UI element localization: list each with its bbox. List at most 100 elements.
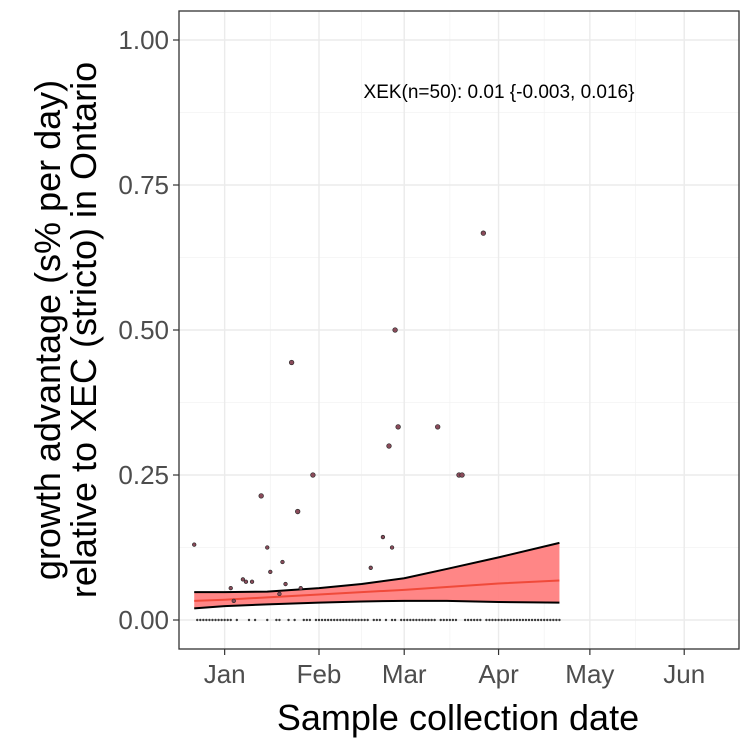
data-point-zero bbox=[433, 618, 436, 622]
data-point bbox=[288, 359, 295, 366]
data-point-zero bbox=[412, 618, 415, 622]
data-point-zero bbox=[403, 618, 406, 622]
data-point-zero bbox=[208, 618, 211, 622]
data-point-zero bbox=[466, 618, 470, 622]
data-point-zero bbox=[555, 618, 558, 622]
x-tick-label: Feb bbox=[297, 659, 342, 689]
data-point-zero bbox=[229, 618, 232, 622]
fit-line bbox=[194, 579, 560, 602]
data-point-zero bbox=[406, 618, 409, 622]
data-point bbox=[386, 443, 392, 449]
data-point bbox=[480, 230, 486, 236]
data-point-zero bbox=[339, 618, 342, 622]
data-point-zero bbox=[375, 618, 379, 622]
x-tick-label: Apr bbox=[478, 659, 519, 689]
data-point-zero bbox=[390, 618, 394, 622]
lower-bound-line bbox=[194, 599, 560, 610]
data-point-zero bbox=[226, 618, 229, 622]
y-tick-label: 0.00 bbox=[118, 605, 169, 635]
data-point-zero bbox=[463, 618, 467, 622]
data-point-zero bbox=[317, 618, 321, 622]
y-axis-title: growth advantage (s% per day) relative t… bbox=[27, 62, 104, 598]
x-tick-label: May bbox=[565, 659, 614, 689]
data-point bbox=[298, 585, 303, 591]
data-point bbox=[249, 579, 255, 584]
data-point bbox=[268, 569, 273, 575]
data-point bbox=[395, 424, 401, 430]
data-point-zero bbox=[348, 618, 351, 622]
data-point-zero bbox=[497, 618, 500, 622]
data-point-zero bbox=[323, 618, 327, 622]
data-point-zero bbox=[214, 618, 217, 622]
data-point-zero bbox=[357, 618, 360, 622]
data-point-zero bbox=[266, 618, 269, 622]
data-points bbox=[192, 230, 561, 622]
data-point-zero bbox=[278, 618, 281, 622]
data-point-zero bbox=[479, 618, 482, 622]
data-point-zero bbox=[518, 618, 522, 622]
x-tick-label: Jan bbox=[204, 659, 246, 689]
data-point-zero bbox=[211, 618, 214, 622]
data-point-zero bbox=[442, 618, 445, 622]
y-axis: 0.00 0.25 0.50 0.75 1.00 bbox=[118, 25, 179, 635]
data-point-zero bbox=[439, 618, 442, 622]
data-point-zero bbox=[342, 618, 345, 622]
data-point-zero bbox=[427, 618, 430, 622]
data-point-zero bbox=[220, 618, 223, 622]
data-point-zero bbox=[558, 618, 561, 622]
data-point-zero bbox=[305, 618, 309, 622]
data-point bbox=[380, 534, 386, 540]
data-point-zero bbox=[527, 618, 531, 622]
data-point-zero bbox=[235, 618, 239, 622]
data-point-zero bbox=[512, 618, 515, 622]
data-point-zero bbox=[485, 618, 488, 622]
data-point bbox=[280, 559, 285, 565]
data-point-zero bbox=[366, 618, 369, 622]
data-point-zero bbox=[546, 618, 549, 622]
data-point-zero bbox=[308, 618, 312, 622]
data-point-zero bbox=[205, 618, 208, 622]
data-point-zero bbox=[476, 618, 479, 622]
data-point bbox=[459, 472, 465, 478]
data-point-zero bbox=[202, 618, 205, 622]
annotation-text: XEK(n=50): 0.01 {-0.003, 0.016} bbox=[364, 82, 635, 103]
data-point bbox=[243, 579, 249, 584]
data-point-zero bbox=[409, 618, 412, 622]
data-point-zero bbox=[354, 618, 357, 622]
y-tick-label: 0.25 bbox=[118, 460, 169, 490]
data-point-zero bbox=[418, 618, 421, 622]
data-point bbox=[310, 472, 316, 478]
data-point-zero bbox=[539, 618, 543, 622]
data-point-zero bbox=[454, 618, 458, 622]
data-point-zero bbox=[336, 618, 339, 622]
x-tick-label: Jun bbox=[663, 659, 705, 689]
data-point-zero bbox=[549, 618, 552, 622]
x-axis-title: Sample collection date bbox=[277, 697, 639, 738]
data-point-zero bbox=[521, 618, 525, 622]
data-point-zero bbox=[393, 618, 397, 622]
data-point-zero bbox=[524, 618, 528, 622]
data-point bbox=[435, 424, 441, 430]
data-point-zero bbox=[509, 618, 512, 622]
data-point bbox=[389, 545, 395, 550]
data-point bbox=[192, 542, 197, 547]
data-point-zero bbox=[333, 618, 336, 622]
data-point bbox=[295, 508, 301, 515]
y-axis-title-line-2: relative to XEC (stricto) in Ontario bbox=[63, 62, 104, 598]
data-point-zero bbox=[536, 618, 540, 622]
upper-bound-line bbox=[194, 541, 560, 594]
x-tick-label: Mar bbox=[382, 659, 427, 689]
data-point-zero bbox=[329, 618, 333, 622]
data-point-zero bbox=[445, 618, 449, 622]
data-point-zero bbox=[372, 618, 375, 622]
data-point-zero bbox=[314, 618, 318, 622]
data-point-zero bbox=[253, 618, 257, 622]
y-tick-label: 1.00 bbox=[118, 25, 169, 55]
data-point-zero bbox=[302, 618, 305, 622]
data-point-zero bbox=[506, 618, 509, 622]
data-point-zero bbox=[415, 618, 418, 622]
data-point-zero bbox=[430, 618, 433, 622]
data-point bbox=[228, 585, 233, 591]
data-point-zero bbox=[223, 618, 226, 622]
